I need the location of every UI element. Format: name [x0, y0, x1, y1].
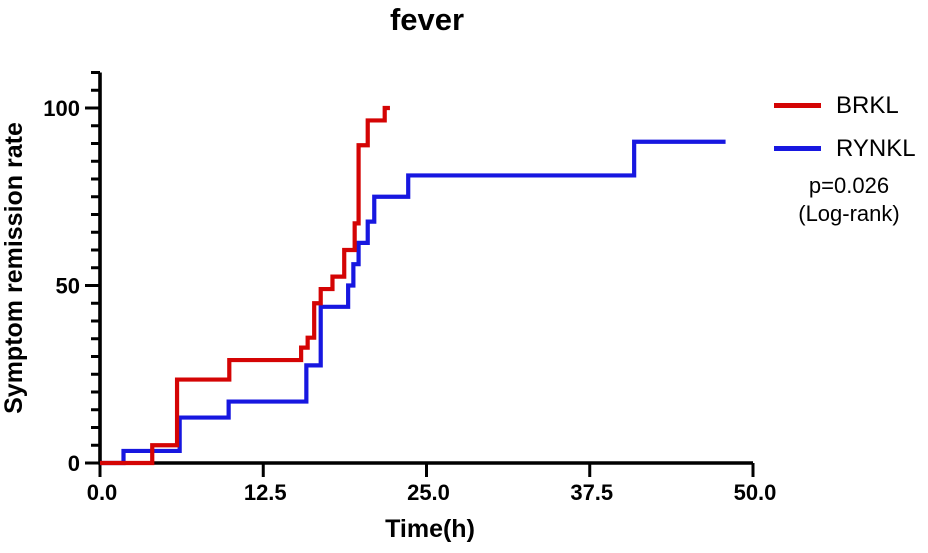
legend-swatch-rynkl	[774, 146, 821, 151]
x-tick-label: 25.0	[407, 480, 450, 505]
pvalue-text: p=0.026	[808, 173, 890, 198]
test-name-text: (Log-rank)	[798, 200, 900, 226]
chart-title: fever	[390, 2, 464, 37]
axis-ticks	[85, 71, 755, 477]
rynkl-curve	[100, 139, 726, 466]
x-tick-label: 12.5	[244, 480, 287, 505]
legend-label: BRKL	[836, 91, 899, 119]
x-tick-label: 37.5	[570, 480, 613, 505]
pvalue-annotation: p=0.026 (Log-rank)	[770, 172, 928, 227]
y-tick-label: 50	[56, 274, 80, 299]
y-tick-label: 100	[43, 96, 80, 121]
y-tick-label: 0	[68, 451, 80, 476]
x-tick-label: 50.0	[734, 480, 777, 505]
y-axis-label: Symptom remission rate	[0, 122, 28, 414]
brkl-curve	[100, 105, 390, 466]
axis-lines	[98, 72, 753, 465]
legend-label: RYNKL	[836, 134, 916, 162]
legend-swatch-brkl	[774, 103, 821, 108]
legend-item-brkl: BRKL	[774, 84, 924, 127]
legend: BRKL RYNKL	[774, 84, 924, 170]
axes	[98, 72, 753, 465]
x-tick-label: 0.0	[87, 480, 118, 505]
survival-curves	[100, 105, 726, 466]
x-axis-label: Time(h)	[385, 515, 475, 543]
legend-item-rynkl: RYNKL	[774, 127, 924, 170]
axis-tick-labels: 0 50 100 0.0 12.5 25.0 37.5 50.0	[43, 96, 776, 505]
